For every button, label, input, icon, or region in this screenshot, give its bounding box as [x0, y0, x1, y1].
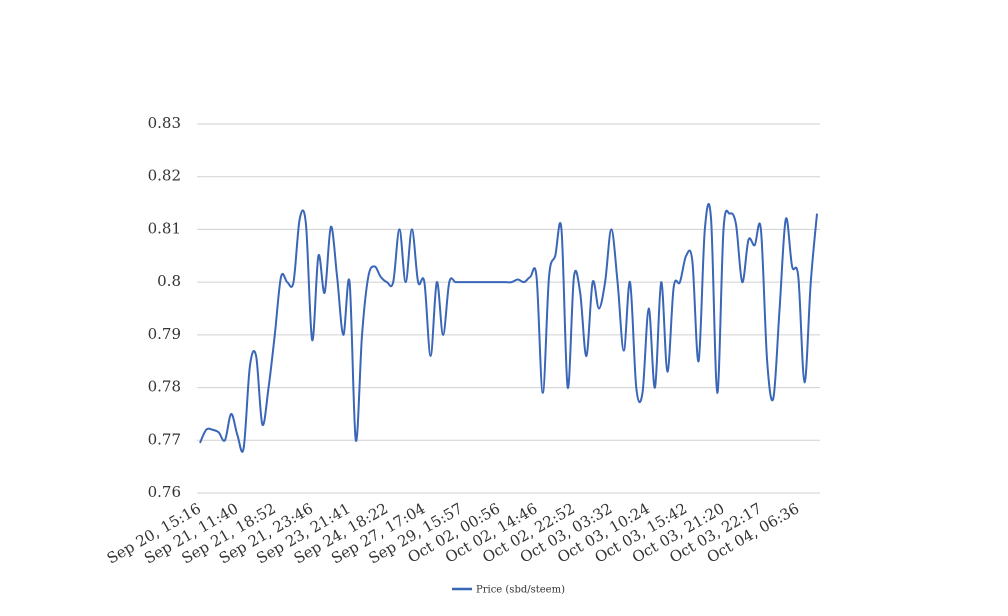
legend-label: Price (sbd/steem)	[476, 585, 565, 596]
y-tick-label: 0.77	[148, 430, 181, 448]
y-tick-label: 0.79	[148, 325, 181, 343]
y-tick-label: 0.78	[148, 378, 181, 396]
y-tick-label: 0.82	[148, 167, 181, 185]
y-tick-label: 0.83	[148, 114, 181, 132]
y-tick-label: 0.81	[148, 219, 181, 237]
price-line	[199, 203, 818, 453]
y-tick-label: 0.76	[148, 483, 181, 501]
y-tick-label: 0.8	[157, 272, 181, 290]
